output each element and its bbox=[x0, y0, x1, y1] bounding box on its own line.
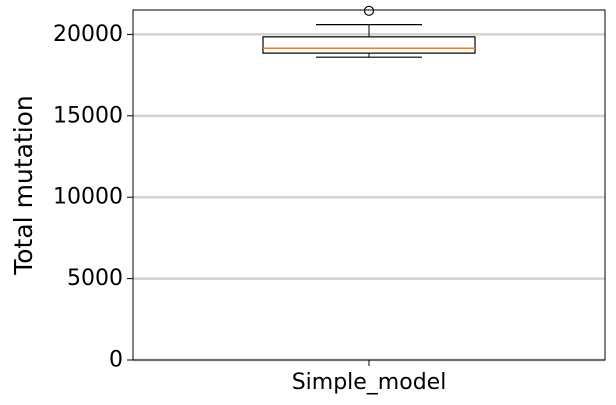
box-Simple_model bbox=[262, 5, 476, 58]
iqr-box bbox=[262, 36, 476, 54]
y-axis-ticks: 0 5000 10000 15000 20000 bbox=[53, 22, 133, 373]
grid-lines bbox=[133, 33, 605, 362]
outlier-point bbox=[363, 5, 375, 16]
box-plot bbox=[262, 5, 476, 58]
x-tick-label: Simple_model bbox=[292, 370, 447, 395]
y-tick-label: 5000 bbox=[67, 266, 123, 291]
y-tick-label: 15000 bbox=[53, 103, 123, 128]
y-tick-label: 20000 bbox=[53, 22, 123, 47]
y-axis-label: Total mutation bbox=[9, 95, 38, 276]
x-axis-ticks: Simple_model bbox=[292, 360, 447, 395]
plot-area-frame bbox=[132, 9, 606, 361]
y-tick-label: 10000 bbox=[53, 185, 123, 210]
y-tick-label: 0 bbox=[109, 348, 123, 373]
